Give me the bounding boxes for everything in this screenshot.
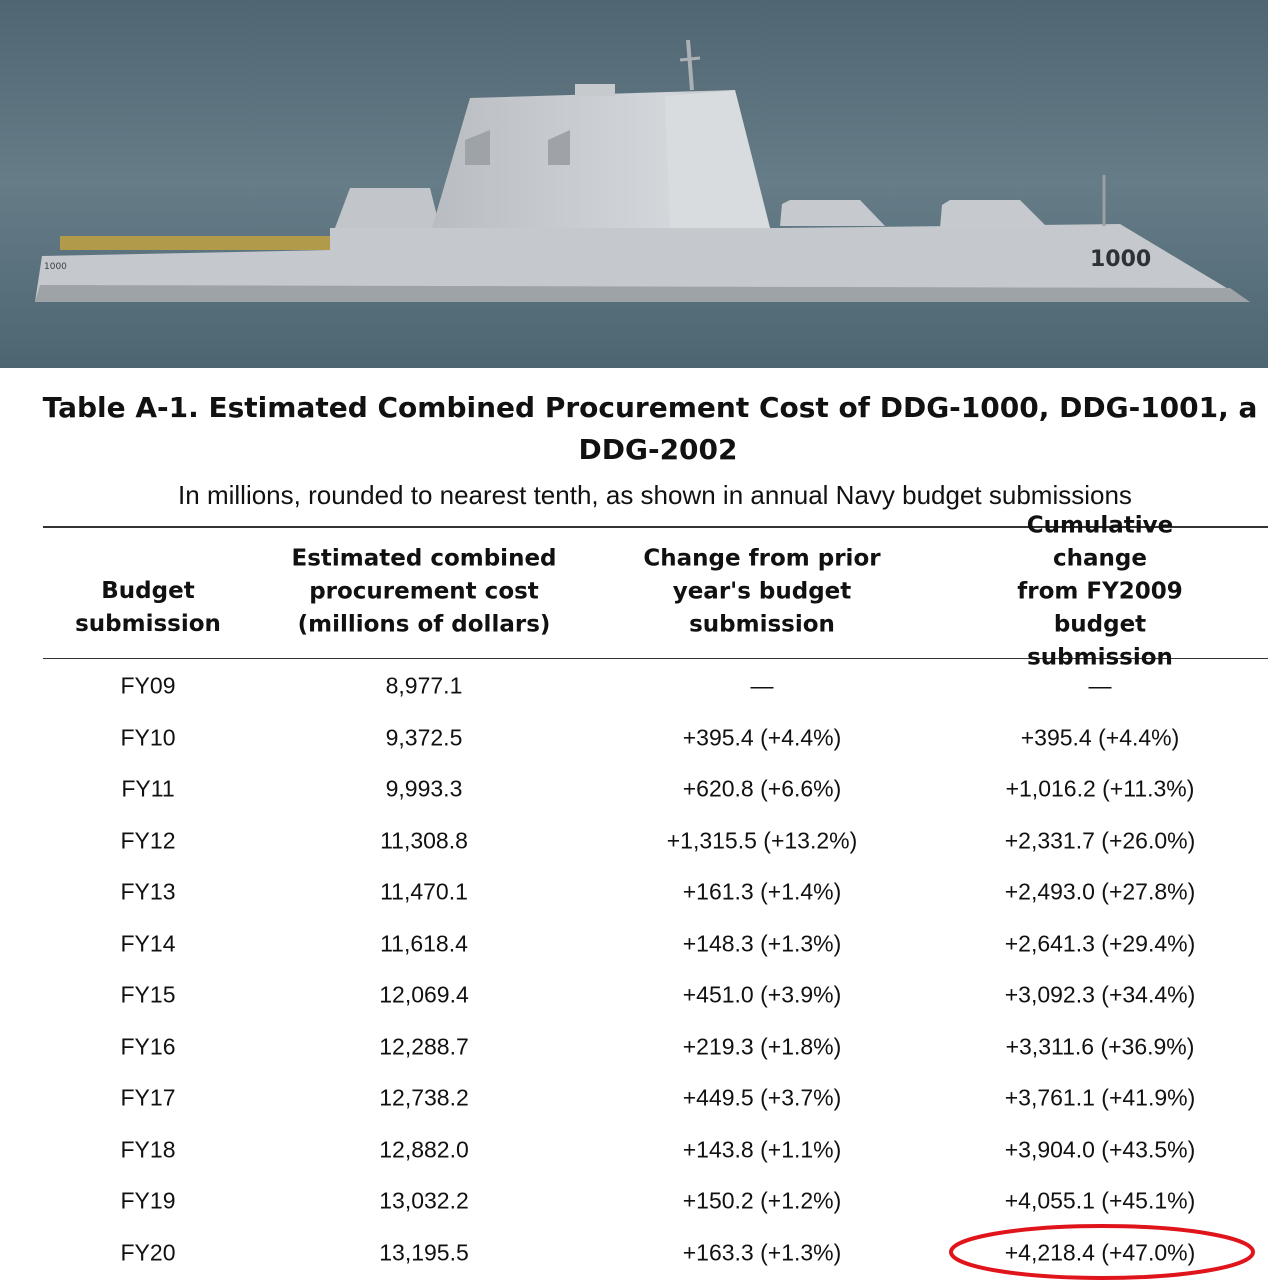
table-cell: +3,311.6 (+36.9%) <box>1005 1033 1195 1059</box>
table-cell: +395.4 (+4.4%) <box>1020 724 1180 750</box>
table-cell: 11,308.8 <box>380 827 468 853</box>
table-cell: +3,904.0 (+43.5%) <box>1004 1136 1196 1162</box>
column-header: Change from prior year's budget submissi… <box>643 545 881 638</box>
table-cell: 9,372.5 <box>385 724 463 750</box>
table-cell: +219.3 (+1.8%) <box>682 1033 842 1059</box>
table-cell: +150.2 (+1.2%) <box>682 1187 842 1214</box>
hull-number: 1000 <box>1090 247 1151 272</box>
table-cell: 8,977.1 <box>385 672 463 699</box>
table-cell: FY09 <box>120 672 176 699</box>
table-cell: 11,618.4 <box>380 930 468 956</box>
header-rule <box>43 658 1268 659</box>
table-cell: +395.4 (+4.4%) <box>682 724 842 750</box>
table-cell: +148.3 (+1.3%) <box>682 930 842 956</box>
table-cell: +4,218.4 (+47.0%) <box>1004 1239 1196 1265</box>
table-cell: 11,470.1 <box>380 878 468 905</box>
table-cell: +3,092.3 (+34.4%) <box>1004 981 1196 1008</box>
table-cell: +1,315.5 (+13.2%) <box>666 827 858 853</box>
table-cell: +143.8 (+1.1%) <box>682 1136 842 1162</box>
table-cell: 12,882.0 <box>379 1136 469 1162</box>
table-cell: FY13 <box>120 878 176 905</box>
table-top-rule <box>43 526 1268 528</box>
title: Table A-1. Estimated Combined Procuremen… <box>42 391 1258 424</box>
table-cell: — <box>1088 672 1112 699</box>
table-cell: FY17 <box>120 1084 176 1111</box>
column-header: Cumulative change from FY2009 budget sub… <box>1017 512 1183 671</box>
table-cell: +1,016.2 (+11.3%) <box>1005 775 1195 802</box>
table-cell: 12,288.7 <box>379 1033 469 1059</box>
table-cell: +2,331.7 (+26.0%) <box>1004 827 1196 853</box>
column-header: Budget submission <box>75 578 221 637</box>
table-cell: FY19 <box>120 1187 176 1214</box>
table-cell: FY12 <box>120 827 176 853</box>
table-cell: FY11 <box>121 775 175 802</box>
table-cell: FY18 <box>120 1136 176 1162</box>
table-cell: +3,761.1 (+41.9%) <box>1004 1084 1196 1111</box>
table-cell: +4,055.1 (+45.1%) <box>1004 1187 1196 1214</box>
table-cell: 12,069.4 <box>379 981 469 1008</box>
table-cell: 13,195.5 <box>379 1239 469 1265</box>
subtitle: In millions, rounded to nearest tenth, a… <box>178 480 1132 510</box>
table-cell: +2,641.3 (+29.4%) <box>1004 930 1196 956</box>
table-cell: 12,738.2 <box>379 1084 469 1111</box>
table-cell: 13,032.2 <box>379 1187 469 1214</box>
title: DDG-2002 <box>578 433 738 466</box>
table-cell: +163.3 (+1.3%) <box>682 1239 842 1265</box>
table-cell: +620.8 (+6.6%) <box>682 775 842 802</box>
hull-number-stern: 1000 <box>44 262 67 272</box>
table-cell: +161.3 (+1.4%) <box>682 878 842 905</box>
table-cell: FY14 <box>120 930 176 956</box>
table-cell: — <box>750 672 774 699</box>
table-cell: 9,993.3 <box>385 775 463 802</box>
table-cell: FY10 <box>120 724 176 750</box>
table-cell: FY16 <box>120 1033 176 1059</box>
table-cell: +451.0 (+3.9%) <box>682 981 842 1008</box>
table-cell: FY15 <box>120 981 176 1008</box>
table-cell: FY20 <box>120 1239 176 1265</box>
table-cell: +449.5 (+3.7%) <box>682 1084 842 1111</box>
column-header: Estimated combined procurement cost (mil… <box>291 545 557 638</box>
table-cell: +2,493.0 (+27.8%) <box>1004 878 1196 905</box>
ship-photo: 1000 1000 <box>0 0 1268 368</box>
